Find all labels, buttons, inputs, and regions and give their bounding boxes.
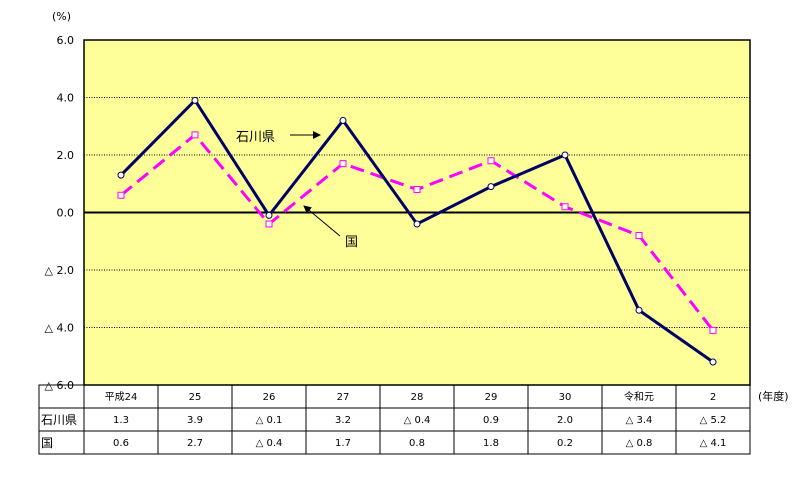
series-marker (413, 220, 421, 228)
x-tick-label: 25 (189, 392, 202, 403)
table-cell: 0.2 (557, 438, 573, 449)
table-cell: △ 0.4 (256, 438, 283, 449)
series-marker (635, 306, 643, 314)
series-marker (561, 203, 569, 211)
table-cell: 2.0 (557, 415, 573, 426)
y-tick-label: 6.0 (57, 34, 75, 47)
y-axis-tick-labels: 6.04.02.00.0△ 2.0△ 4.0△ 6.0 (45, 34, 74, 392)
table-cell: △ 0.1 (256, 415, 283, 426)
y-tick-label: 2.0 (57, 149, 75, 162)
data-table: 平成24 25 26 27 28 29 30 令和元 2 石川県 1.3 3.9 △ 0.1 3.2 △ 0… (38, 384, 751, 455)
table-row-header: 国 (41, 436, 53, 450)
series-marker (561, 151, 569, 159)
series-marker (339, 160, 347, 168)
series-marker (487, 157, 495, 165)
table-cell: 1.3 (113, 415, 129, 426)
series-markers (117, 96, 717, 366)
series-marker (635, 232, 643, 239)
series-marker (191, 131, 199, 139)
table-cell: 0.8 (409, 438, 425, 449)
y-tick-label: △ 4.0 (45, 322, 74, 335)
annotation-national: 国 (345, 235, 358, 250)
annotation-ishikawa: 石川県 (236, 130, 275, 145)
series-marker (117, 191, 125, 199)
table-cell: △ 5.2 (700, 415, 727, 426)
table-cell: 1.7 (335, 438, 351, 449)
series-marker (413, 186, 421, 193)
table-border (38, 384, 751, 455)
table-cell: △ 0.4 (404, 415, 431, 426)
annotation-arrow (303, 205, 341, 237)
y-tick-label: 0.0 (57, 207, 75, 220)
y-tick-label: 4.0 (57, 92, 75, 105)
series-marker (191, 96, 199, 104)
y-unit-label: (%) (52, 10, 71, 23)
x-tick-label: 29 (485, 392, 498, 403)
table-cell: △ 0.8 (626, 438, 653, 449)
table-row-header: 石川県 (41, 413, 77, 427)
table-cell: 3.2 (335, 415, 351, 426)
x-tick-label: 2 (710, 392, 716, 403)
table-cell: 3.9 (187, 415, 203, 426)
x-tick-label: 令和元 (624, 390, 654, 403)
series-marker (339, 117, 347, 124)
table-cell: 1.8 (483, 438, 499, 449)
x-tick-label: 27 (337, 392, 350, 403)
series-marker (117, 171, 125, 179)
series-marker (709, 326, 717, 334)
table-cell: △ 3.4 (626, 415, 653, 426)
y-tick-label: △ 2.0 (45, 264, 74, 277)
table-cell: 0.9 (483, 415, 499, 426)
table-cell: △ 4.1 (700, 438, 727, 449)
x-tick-label: 平成24 (105, 391, 138, 403)
series-marker (265, 211, 273, 219)
x-unit-label: (年度) (758, 389, 789, 403)
table-cell: 0.6 (113, 438, 129, 449)
x-tick-label: 30 (559, 392, 572, 403)
series-marker (487, 183, 495, 191)
table-cell: 2.7 (187, 438, 203, 449)
x-tick-label: 26 (263, 392, 276, 403)
x-tick-label: 28 (411, 392, 424, 403)
series-marker (265, 220, 273, 228)
series-marker (709, 358, 717, 366)
